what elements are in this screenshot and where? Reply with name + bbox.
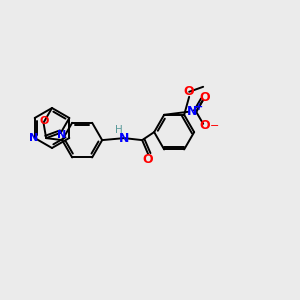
Text: O: O (200, 91, 211, 104)
Text: O: O (143, 153, 154, 166)
Text: N: N (29, 133, 38, 143)
Text: O: O (40, 116, 49, 126)
Text: −: − (209, 121, 219, 131)
Text: N: N (119, 132, 129, 145)
Text: N: N (57, 130, 66, 140)
Text: N: N (187, 105, 197, 118)
Text: O: O (184, 85, 194, 98)
Text: O: O (200, 119, 211, 132)
Text: H: H (115, 125, 123, 135)
Text: +: + (195, 102, 203, 112)
